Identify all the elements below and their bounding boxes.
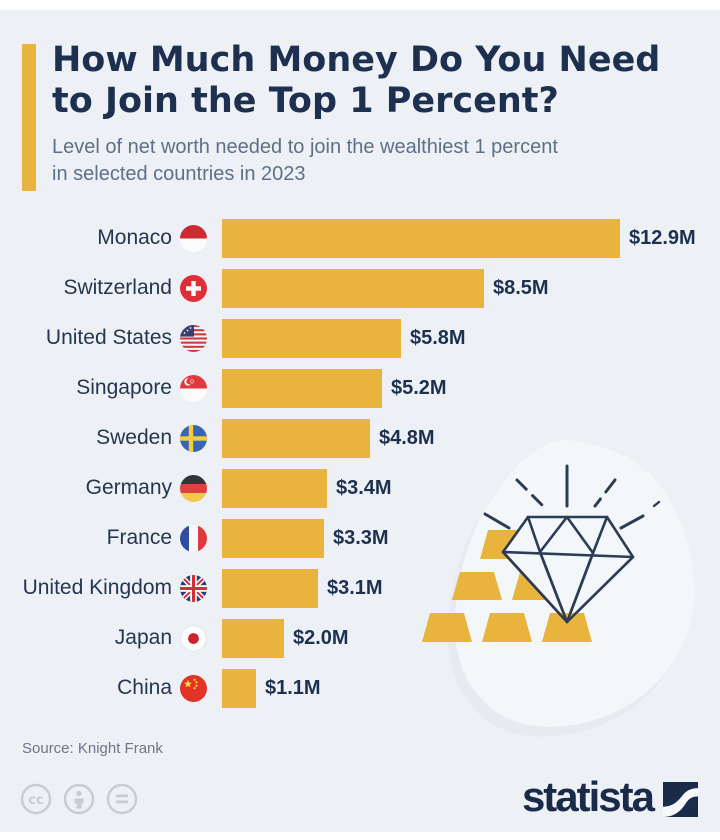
country-label: Japan <box>114 626 172 649</box>
page-title: How Much Money Do You Need to Join the T… <box>52 40 661 121</box>
value-bar <box>222 368 382 408</box>
license-icons[interactable]: cc <box>20 783 138 815</box>
chart-row: Singapore $5.2M <box>0 363 720 413</box>
value-label: $3.1M <box>327 576 383 599</box>
value-label: $8.5M <box>493 276 549 299</box>
country-label: United States <box>45 326 172 349</box>
value-bar <box>222 468 327 508</box>
chart-row: Switzerland $8.5M <box>0 263 720 313</box>
statista-wordmark: statista <box>521 773 655 820</box>
source-note: Source: Knight Frank <box>22 740 163 757</box>
chart-row: United Kingdom $3.1M <box>0 563 720 613</box>
sweden-flag-icon <box>180 424 207 452</box>
country-label: Monaco <box>97 226 172 249</box>
value-bar <box>222 668 256 708</box>
country-label: United Kingdom <box>22 576 172 599</box>
attribution-icon[interactable] <box>63 783 95 815</box>
value-label: $4.8M <box>379 426 435 449</box>
chart-row: Monaco $12.9M <box>0 213 720 263</box>
country-label: China <box>117 676 172 699</box>
country-label: Switzerland <box>63 276 172 299</box>
japan-flag-icon <box>180 624 207 652</box>
value-label: $12.9M <box>629 226 696 249</box>
cc-icon[interactable]: cc <box>20 783 52 815</box>
bar-chart: Monaco $12.9M Switzerland $8.5M United State… <box>0 213 720 713</box>
gold-bars-front-icon <box>422 613 592 642</box>
chart-row: United States $5.8M <box>0 313 720 363</box>
chart-row: Sweden $4.8M <box>0 413 720 463</box>
chart-row: France $3.3M <box>0 513 720 563</box>
chart-row: China $1.1M <box>0 663 720 713</box>
value-label: $3.3M <box>333 526 389 549</box>
switzerland-flag-icon <box>180 274 207 302</box>
sparkle-rays-icon <box>483 464 661 530</box>
value-label: $3.4M <box>336 476 392 499</box>
value-bar <box>222 418 370 458</box>
value-label: $1.1M <box>265 676 321 699</box>
country-label: Sweden <box>96 426 172 449</box>
value-label: $2.0M <box>293 626 349 649</box>
statista-mark-icon <box>663 781 698 817</box>
uk-flag-icon <box>180 574 207 602</box>
svg-text:cc: cc <box>28 793 43 808</box>
value-bar <box>222 318 401 358</box>
monaco-flag-icon <box>180 224 207 252</box>
china-flag-icon <box>180 674 207 702</box>
value-bar <box>222 218 620 258</box>
country-label: Germany <box>85 476 172 499</box>
value-label: $5.8M <box>410 326 466 349</box>
value-label: $5.2M <box>391 376 447 399</box>
france-flag-icon <box>180 524 207 552</box>
us-flag-icon <box>180 324 207 352</box>
value-bar <box>222 518 324 558</box>
country-label: Singapore <box>76 376 172 399</box>
value-bar <box>222 268 484 308</box>
diamond-illustration <box>415 428 715 740</box>
infographic-panel: How Much Money Do You Need to Join the T… <box>0 10 720 832</box>
chart-row: Japan $2.0M <box>0 613 720 663</box>
value-bar <box>222 568 318 608</box>
singapore-flag-icon <box>180 374 207 402</box>
chart-row: Germany $3.4M <box>0 463 720 513</box>
page-subtitle: Level of net worth needed to join the we… <box>52 136 558 185</box>
country-label: France <box>106 526 172 549</box>
germany-flag-icon <box>180 474 207 502</box>
statista-logo[interactable]: statista <box>521 773 698 820</box>
equals-icon[interactable] <box>106 783 138 815</box>
value-bar <box>222 618 284 658</box>
title-accent-bar <box>22 44 36 191</box>
